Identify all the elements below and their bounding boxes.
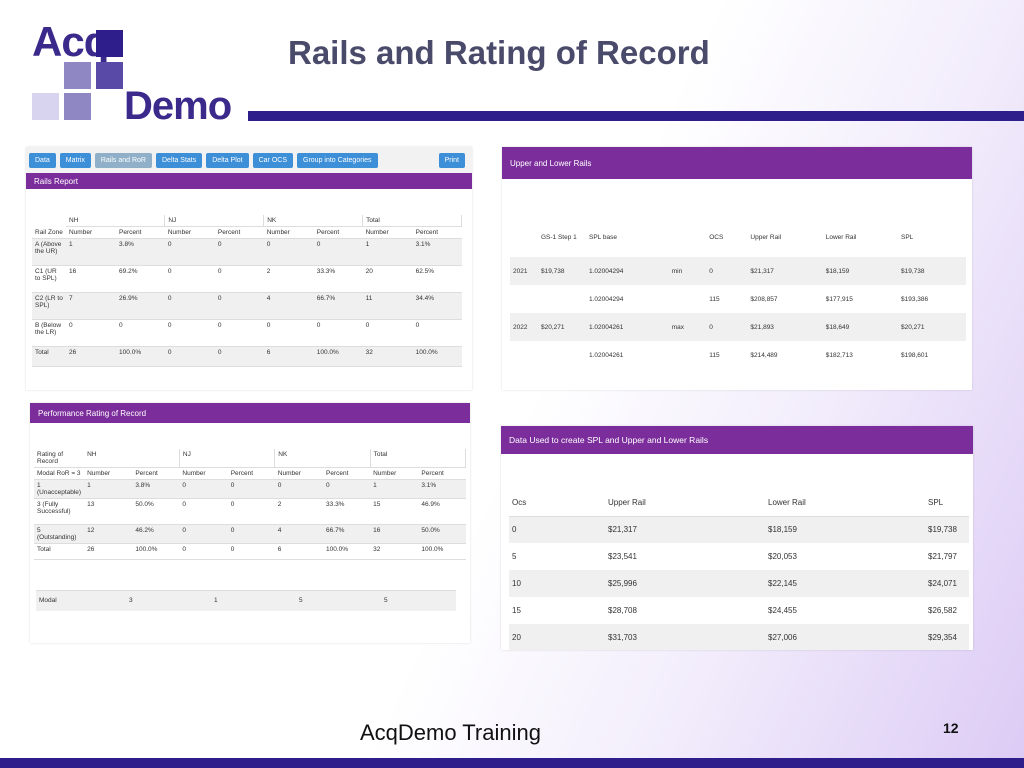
column-header: Percent (116, 226, 165, 239)
column-header: Number (84, 467, 133, 480)
column-header: OCS (709, 233, 724, 241)
table-row: C2 (LR to SPL) 7 26.9% 0 0 4 66.7% 11 34… (32, 292, 462, 320)
column-header: Percent (214, 226, 264, 239)
rails-report-header: Rails Report (26, 173, 472, 189)
table-row: 10 $25,996 $22,145 $24,071 (509, 570, 969, 597)
column-header: Percent (313, 226, 363, 239)
column-header: Percent (227, 467, 275, 480)
column-header: Number (362, 226, 413, 239)
column-header (669, 217, 706, 257)
table-row: 1.02004261 115 $214,489 $182,713 $198,60… (589, 351, 929, 359)
performance-rating-table: Rating of Record NH NJ NK Total Modal Ro… (34, 449, 467, 560)
table-row: C1 (UR to SPL) 16 69.2% 0 0 2 33.3% 20 6… (32, 265, 462, 293)
logo-square (32, 93, 59, 120)
upper-lower-rails-table: GS-1 Step 1 SPL base OCS Upper Rail Lowe… (510, 217, 966, 369)
column-header: Number (164, 226, 215, 239)
column-header: Number (179, 467, 228, 480)
table-row: 2022 $20,271 1.02004261 max 0 $21,893 $1… (510, 313, 966, 341)
column-header: Upper Rail (608, 498, 646, 508)
group-header: Total (370, 449, 467, 468)
tab-bar: Data Matrix Rails and RoR Delta Stats De… (26, 147, 472, 173)
table-row: A (Above the UR) 1 3.8% 0 0 0 0 1 3.1% (32, 238, 462, 266)
logo-square (96, 30, 123, 57)
spl-data-panel: Data Used to create SPL and Upper and Lo… (501, 426, 973, 650)
column-header: Rail Zone (32, 226, 66, 239)
group-header: Total (362, 215, 462, 227)
modal-table: Modal 3 1 5 5 (36, 590, 456, 611)
tab-group-into-categories[interactable]: Group into Categories (297, 152, 378, 168)
column-header: Lower Rail (768, 498, 806, 508)
spl-data-table: Ocs Upper Rail Lower Rail SPL 0 $21,317 … (509, 490, 969, 650)
table-row: Modal 3 1 5 5 (36, 590, 456, 611)
page-title: Rails and Rating of Record (288, 34, 710, 72)
logo-square (96, 62, 123, 89)
logo-square (64, 93, 91, 120)
tab-delta-stats[interactable]: Delta Stats (156, 152, 203, 168)
column-header: SPL base (589, 233, 617, 241)
tab-car-ocs[interactable]: Car OCS (252, 152, 294, 168)
column-header: SPL (928, 498, 944, 508)
table-row: 5 (Outstanding) 12 46.2% 0 0 4 66.7% 16 … (34, 524, 466, 544)
column-header: Lower Rail (825, 233, 857, 241)
table-row: 5 $23,541 $20,053 $21,797 (512, 552, 957, 561)
rails-report-table: NH NJ NK Total Rail Zone Number Percent … (32, 215, 462, 367)
column-header: Number (66, 226, 117, 239)
table-row: B (Below the LR) 0 0 0 0 0 0 0 0 (32, 319, 462, 347)
column-header: GS-1 Step 1 (541, 233, 577, 241)
table-row: 20 $31,703 $27,006 $29,354 (509, 624, 969, 650)
spl-data-header: Data Used to create SPL and Upper and Lo… (501, 426, 973, 454)
group-header: NJ (179, 449, 276, 468)
column-header: Percent (323, 467, 371, 480)
logo-square (64, 62, 91, 89)
title-rails: Rails (288, 34, 367, 71)
table-row: 2021 $19,738 1.02004294 min 0 $21,317 $1… (510, 257, 966, 285)
column-header: Percent (412, 226, 462, 239)
page-number: 12 (943, 720, 959, 736)
column-header: Number (274, 467, 324, 480)
print-button[interactable]: Print (438, 152, 465, 168)
table-row: Total 26 100.0% 0 0 6 100.0% 32 100.0% (34, 543, 466, 560)
tab-rails-and-ror[interactable]: Rails and RoR (94, 152, 152, 168)
footer-text: AcqDemo Training (360, 720, 541, 745)
table-row: 1.02004294 115 $208,857 $177,915 $193,38… (589, 295, 929, 303)
title-rest: and Rating of Record (376, 34, 710, 71)
table-row: 3 (Fully Successful) 13 50.0% 0 0 2 33.3… (34, 498, 466, 525)
group-header: NH (66, 215, 166, 227)
column-header: Number (370, 467, 419, 480)
table-row: 0 $21,317 $18,159 $19,738 (509, 516, 969, 543)
group-header: NH (84, 449, 180, 468)
table-row: Total 26 100.0% 0 0 6 100.0% 32 100.0% (32, 346, 462, 367)
logo-demo-text: Demo (124, 84, 232, 128)
column-header: Percent (132, 467, 180, 480)
table-row: 15 $28,708 $24,455 $26,582 (512, 606, 957, 615)
column-header: Rating of Record (34, 449, 85, 468)
group-header: NJ (164, 215, 265, 227)
tab-matrix[interactable]: Matrix (59, 152, 91, 168)
upper-lower-rails-panel: Upper and Lower Rails GS-1 Step 1 SPL ba… (502, 147, 972, 390)
tab-delta-plot[interactable]: Delta Plot (206, 152, 249, 168)
group-header: NK (274, 449, 371, 468)
group-header: NK (263, 215, 364, 227)
bottom-divider (0, 758, 1024, 768)
column-header: Number (263, 226, 314, 239)
table-row: 1 (Unacceptable) 1 3.8% 0 0 0 0 1 3.1% (34, 479, 466, 499)
column-header: SPL (901, 233, 914, 241)
performance-rating-header: Performance Rating of Record (30, 403, 470, 423)
column-header: Percent (418, 467, 466, 480)
title-divider (248, 111, 1024, 121)
rails-report-panel: Data Matrix Rails and RoR Delta Stats De… (26, 147, 472, 390)
column-header: Ocs (512, 498, 527, 508)
column-header: Upper Rail (750, 233, 782, 241)
tab-data[interactable]: Data (29, 152, 56, 168)
column-header: Modal RoR = 3 (34, 467, 85, 480)
performance-rating-panel: Performance Rating of Record Rating of R… (30, 403, 470, 643)
upper-lower-rails-header: Upper and Lower Rails (502, 147, 972, 179)
